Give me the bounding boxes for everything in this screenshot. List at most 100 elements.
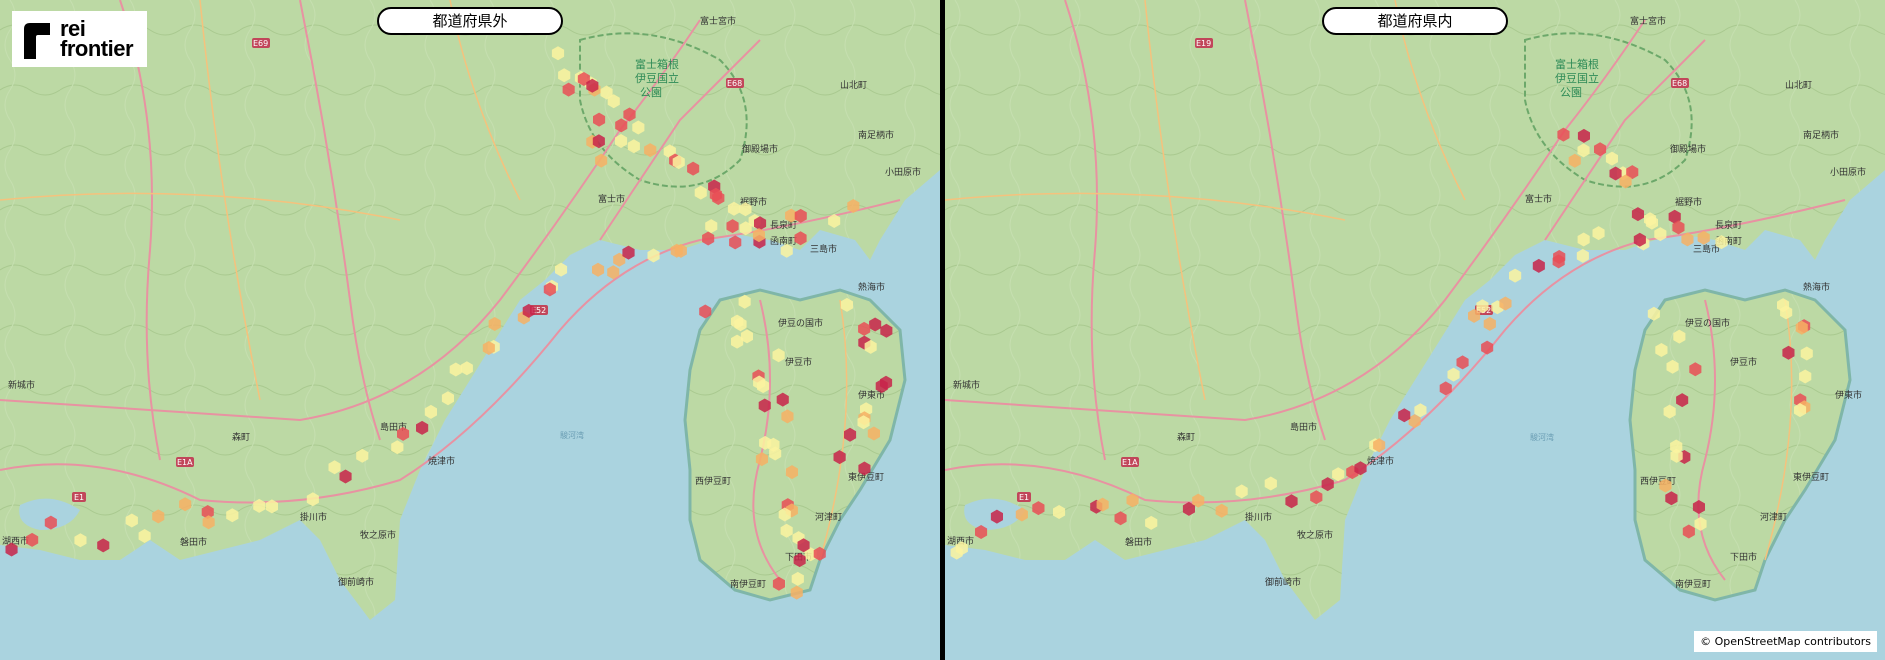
- hexbin-cell: [1655, 343, 1668, 357]
- hexbin-cell: [1032, 501, 1045, 516]
- map-panel-inside-prefecture[interactable]: 富士箱根 伊豆国立 公園 富士宮市 御殿場市 南足柄市 小田原市 富士市 三島市…: [945, 0, 1885, 660]
- park-label: 富士箱根: [635, 57, 679, 71]
- map-canvas[interactable]: 富士箱根 伊豆国立 公園 富士宮市 御殿場市 南足柄市 小田原市 富士市 三島市…: [945, 0, 1885, 660]
- svg-text:公園: 公園: [1560, 86, 1582, 99]
- road-shields: E19 E1A E52 E1 E68: [1017, 38, 1689, 502]
- svg-text:伊豆の国市: 伊豆の国市: [778, 317, 823, 329]
- hexbin-cell: [391, 440, 404, 455]
- svg-text:三島市: 三島市: [1693, 243, 1720, 255]
- hexbin-cell: [555, 262, 568, 277]
- hexbin-cell: [1795, 320, 1808, 335]
- hexbin-cell: [125, 513, 138, 528]
- hexbin-cell: [1668, 209, 1681, 224]
- hexbin-cell: [1215, 503, 1228, 518]
- hexbin-cell: [586, 78, 599, 93]
- mainland: [945, 0, 1885, 620]
- hexbin-cell: [1568, 153, 1581, 168]
- hexbin-cell: [844, 427, 857, 442]
- svg-text:富士市: 富士市: [1525, 193, 1552, 205]
- hexbin-cell: [1777, 298, 1790, 313]
- logo-text-line2: frontier: [60, 36, 134, 61]
- hexbin-cell: [1499, 296, 1512, 311]
- svg-text:牧之原市: 牧之原市: [360, 529, 396, 541]
- hexbin-cell: [758, 398, 771, 413]
- hexbin-cell: [857, 415, 870, 430]
- svg-text:函南町: 函南町: [770, 235, 797, 247]
- svg-text:E68: E68: [1672, 79, 1687, 88]
- svg-text:伊豆の国市: 伊豆の国市: [1685, 317, 1730, 329]
- svg-text:三島市: 三島市: [810, 243, 837, 255]
- hexbin-cell: [1145, 515, 1158, 530]
- svg-text:伊東市: 伊東市: [858, 389, 885, 401]
- hexbin-cell: [522, 303, 535, 318]
- hexbin-cell: [1439, 381, 1452, 396]
- hexbin-cell: [694, 185, 707, 200]
- svg-text:御前崎市: 御前崎市: [1265, 576, 1301, 588]
- svg-text:富士宮市: 富士宮市: [1630, 15, 1666, 27]
- hexbin-cell: [864, 339, 877, 354]
- hexbin-cell: [1681, 232, 1694, 247]
- hexbin-cell: [1626, 165, 1639, 180]
- svg-text:E68: E68: [727, 79, 742, 88]
- svg-text:南足柄市: 南足柄市: [1803, 129, 1839, 141]
- svg-text:東伊豆町: 東伊豆町: [1793, 471, 1829, 483]
- hexbin-cell: [1689, 362, 1702, 377]
- hexbin-cell: [1631, 207, 1644, 222]
- hexbin-cell: [1666, 359, 1679, 374]
- hexbin-cell: [593, 112, 606, 127]
- hexbin-cell: [785, 208, 798, 223]
- hexbin-cell: [1682, 524, 1695, 539]
- hexbin-cell: [772, 576, 785, 591]
- hexbin-cell: [828, 214, 841, 228]
- hexbin-cell: [632, 120, 645, 135]
- map-panel-outside-prefecture[interactable]: 富士箱根 伊豆国立 公園 富士宮市 御殿場市 南足柄市 小田原市 富士市 三島市…: [0, 0, 940, 660]
- hexbin-cell: [562, 82, 575, 97]
- hexbin-cell: [1670, 439, 1683, 454]
- map-canvas[interactable]: 富士箱根 伊豆国立 公園 富士宮市 御殿場市 南足柄市 小田原市 富士市 三島市…: [0, 0, 940, 660]
- mainland: [0, 0, 940, 620]
- svg-text:湖西市: 湖西市: [947, 535, 974, 547]
- hexbin-cell: [1799, 369, 1812, 384]
- hexbin-cell: [1577, 143, 1590, 158]
- svg-text:公園: 公園: [640, 86, 662, 99]
- hexbin-cell: [791, 571, 804, 586]
- hexbin-cell: [1481, 340, 1494, 355]
- hexbin-cell: [990, 509, 1003, 524]
- hexbin-cell: [731, 334, 744, 349]
- hexbin-cell: [780, 523, 793, 538]
- svg-text:森町: 森町: [1177, 431, 1195, 443]
- hexbin-cell: [600, 85, 613, 100]
- hexbin-cell: [794, 231, 807, 246]
- hexbin-cell: [306, 492, 319, 507]
- city-labels: 富士宮市 御殿場市 南足柄市 小田原市 富士市 三島市 熱海市 新城市 島田市 …: [2, 15, 921, 590]
- svg-text:東伊豆町: 東伊豆町: [848, 471, 884, 483]
- hexbin-cell: [226, 508, 239, 523]
- map-attribution[interactable]: © OpenStreetMap contributors: [1694, 631, 1877, 652]
- hexbin-cell: [880, 323, 893, 338]
- hexbin-cell: [1659, 478, 1672, 493]
- hexbin-cell: [781, 409, 794, 424]
- svg-text:裾野市: 裾野市: [1675, 196, 1702, 208]
- hexbin-cell: [1468, 308, 1481, 323]
- svg-text:山北町: 山北町: [840, 80, 867, 91]
- hexbin-cell: [739, 202, 752, 217]
- hexbin-cell: [152, 509, 165, 524]
- hexbin-cell: [1015, 507, 1028, 522]
- hexbin-cell: [1509, 268, 1522, 283]
- hexbin-cell: [543, 282, 556, 297]
- hexbin-cell: [858, 461, 871, 476]
- hexbin-cell: [1577, 128, 1590, 143]
- hexbin-cell: [644, 143, 657, 158]
- hexbin-cell: [1654, 227, 1667, 242]
- hexbin-cell: [26, 532, 39, 547]
- hexbin-cell: [734, 317, 747, 332]
- hexbin-cell: [607, 94, 620, 109]
- svg-text:E1A: E1A: [1122, 458, 1138, 467]
- hexbin-cell: [1414, 403, 1427, 418]
- hexbin-cell: [1456, 355, 1469, 370]
- hexbin-cell: [1633, 232, 1646, 247]
- park-boundary: [1524, 32, 1693, 188]
- hexbin-cell: [615, 134, 628, 148]
- svg-text:磐田市: 磐田市: [180, 536, 207, 548]
- hexbin-cell: [1398, 408, 1411, 423]
